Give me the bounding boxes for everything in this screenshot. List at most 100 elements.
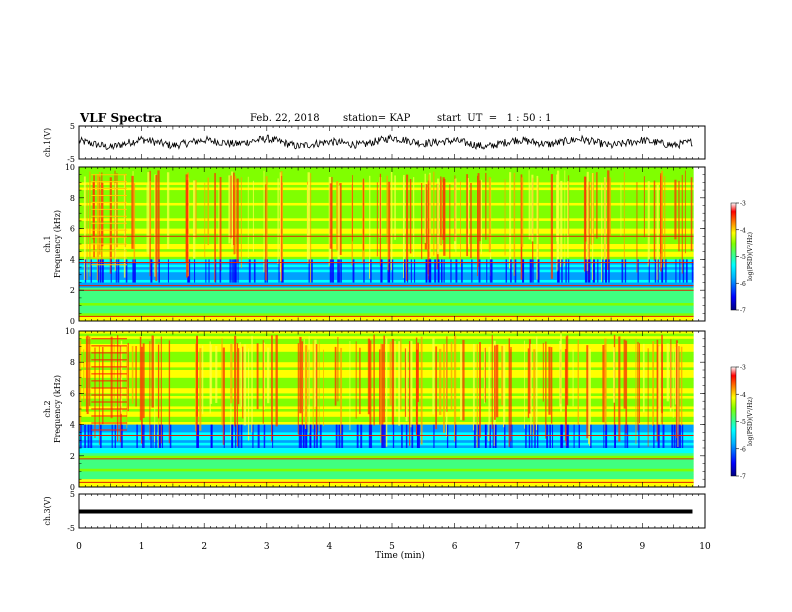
ch1-spectrogram-band [79,251,694,255]
ch2-spectrogram-streak [355,341,357,419]
ch1-spectrogram-band [79,244,694,248]
ch1-spectrogram-streak [684,170,686,254]
ch1-spectrogram-streak-low [532,259,534,283]
ch1-spectrogram-streak-low [407,259,409,283]
ch2-spectrogram-streak [369,340,372,438]
y-tick-label: 6 [70,225,75,234]
ch1-spectrogram-streak [455,178,457,253]
ch2-spectrogram-band [79,479,694,483]
station-label: station= KAP [343,113,411,124]
x-tick-label: 3 [264,542,270,552]
date-label: Feb. 22, 2018 [250,113,320,124]
ch2-spectrogram-streak [536,336,538,431]
ch2-spectrogram-streak [340,347,343,434]
panel-2-axes: 0 2 4 6 8 10 ch.1 Frequency (kHz) [43,163,706,326]
ch1-spectrogram-streak-low [370,259,372,283]
ch1-spectrogram-streak [281,175,283,282]
x-axis-label: Time (min) [375,550,425,561]
ch1-spectrogram-band [79,218,694,222]
ch2-spectrogram-streak [527,348,530,419]
ch2-spectrogram-streak [383,335,385,423]
ch1-spectrogram-streak [477,175,478,277]
ch2-spectrogram-streak [251,335,253,433]
ch1-spectrogram-streak [427,184,429,275]
ch2-spectrogram-streak [432,338,435,415]
ch1-spectrogram-streak [440,176,442,238]
ch1-spectrogram-streak [133,183,136,263]
ch2-spectrogram-streak [318,339,320,432]
ch2-spectrogram-streak [373,334,375,426]
y-tick-label: 10 [65,163,75,172]
ch2-spectrogram-streak [647,348,649,447]
y-axis-label: ch.1 [43,235,52,252]
ch1-spectrogram-streak [449,184,451,259]
ch2-spectrogram-streak-low [240,424,243,448]
ch2-spectrogram-streak [315,344,318,440]
ch1-spectrogram-band [79,179,694,183]
ch2-spectrogram-streak [201,345,204,415]
ch2-spectrogram-streak [154,338,156,443]
ch2-spectrogram-streak [323,349,324,427]
ch1-spectrogram-streak [204,182,206,258]
ch2-spectrogram-streak [196,336,198,417]
ch2-spectrogram-streak [141,346,143,444]
ch2-spectrogram-streak [602,344,605,423]
ch2-spectrogram-streak [380,343,382,443]
ch2-spectrogram-streak [79,340,82,432]
ch2-spectrogram-streak [674,346,677,405]
ch2-spectrogram-streak [588,347,590,444]
ch1-spectrogram-band [79,272,694,276]
ch2-spectrogram-streak [439,348,442,415]
ch2-spectrogram-streak-low [537,424,539,448]
ch2-spectrogram-streak-low [302,424,304,448]
ch1-spectrogram-streak [513,172,516,276]
ch1-spectrogram-band [79,274,694,278]
ch1-spectrogram-streak [620,183,622,238]
ch1-spectrogram-streak [247,176,249,258]
ch2-spectrogram-streak-low [370,424,373,448]
ch1-spectrogram-streak [337,185,340,273]
ch1-spectrogram-streak [157,170,160,265]
ch1-spectrogram-streak-low [489,259,492,283]
ch2-spectrogram-streak [491,334,493,429]
ch2-spectrogram-streak-low [492,424,495,448]
ch1-spectrogram-streak [607,170,610,270]
ch1-spectrogram-streak [83,176,86,280]
ch2-spectrogram-streak [209,344,213,404]
ch1-spectrogram-band [79,220,694,224]
ch2-spectrogram-streak-low [531,424,533,448]
ch1-spectrogram-streak-low [388,259,390,283]
ch2-spectrogram-streak-low [313,424,316,448]
ch1-spectrogram-streak-low [115,259,117,283]
ch1-spectrogram-streak [643,176,645,238]
ch2-spectrogram-streak [625,340,628,434]
ch2-spectrogram-streak-low [638,424,640,448]
ch2-spectrogram-streak-low [169,424,172,448]
ch1-spectrogram-streak [265,176,268,281]
ch2-spectrogram-streak-low [316,424,318,448]
ch1-spectrogram-band [79,200,694,204]
ch2-spectrogram-streak [94,347,96,438]
ch1-spectrogram-streak-low [621,259,624,283]
ch1-spectrogram-band [79,246,694,250]
ch2-spectrogram-streak-low [319,424,322,448]
ch1-spectrogram-streak [521,177,524,247]
ch2-spectrogram-streak-low [158,424,161,448]
panel-1-axes: 5 -5 ch.1(V) [43,122,706,164]
ch2-spectrogram-streak [677,343,679,447]
ch2-spectrogram-streak [661,344,663,425]
chart-title: VLF Spectra [80,111,163,125]
ch1-spectrogram-band [79,308,694,312]
ch2-spectrogram-streak-low [401,424,403,448]
ch2-spectrogram-streak-low [360,424,363,448]
ch2-spectrogram-streak [678,346,680,441]
ch1-spectrogram-streak [460,181,461,267]
ch2-spectrogram-streak [460,344,463,420]
ch2-spectrogram-streak [113,338,115,408]
ch2-spectrogram-streak-low [90,424,93,448]
ch1-spectrogram-streak-low [486,259,488,283]
ch1-spectrogram-streak-low [117,259,120,283]
ch2-spectrogram-streak-low [335,424,338,448]
ch1-spectrogram-streak [99,176,101,255]
ch1-spectrogram-streak-low [675,259,677,283]
